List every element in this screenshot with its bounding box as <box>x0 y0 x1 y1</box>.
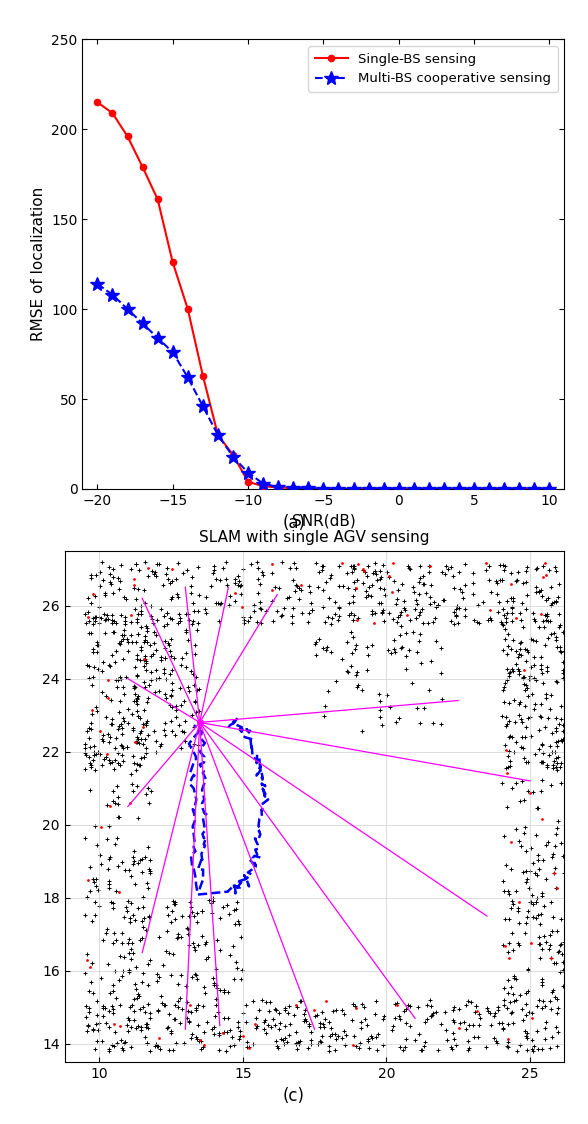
Single-BS sensing <box>184 302 191 316</box>
Single-BS sensing <box>501 482 508 496</box>
Multi-BS cooperative sensing <box>350 482 357 496</box>
Multi-BS cooperative sensing <box>320 482 327 496</box>
Single-BS sensing <box>259 480 266 493</box>
Multi-BS cooperative sensing <box>229 450 236 463</box>
Single-BS sensing <box>440 482 447 496</box>
X-axis label: SNR(dB): SNR(dB) <box>292 514 355 528</box>
Multi-BS cooperative sensing <box>94 278 101 291</box>
Single-BS sensing <box>365 482 372 496</box>
Multi-BS cooperative sensing <box>154 332 161 345</box>
Single-BS sensing <box>516 482 523 496</box>
Multi-BS cooperative sensing <box>516 482 523 496</box>
Single-BS sensing <box>380 482 387 496</box>
Multi-BS cooperative sensing <box>380 482 387 496</box>
Line: Single-BS sensing: Single-BS sensing <box>94 99 553 492</box>
Single-BS sensing <box>124 129 131 143</box>
Single-BS sensing <box>320 482 327 496</box>
Multi-BS cooperative sensing <box>546 482 553 496</box>
Y-axis label: RMSE of localization: RMSE of localization <box>31 187 45 342</box>
Multi-BS cooperative sensing <box>531 482 538 496</box>
Single-BS sensing <box>139 161 146 174</box>
Multi-BS cooperative sensing <box>275 480 282 493</box>
Single-BS sensing <box>335 482 342 496</box>
Single-BS sensing <box>275 481 282 495</box>
Multi-BS cooperative sensing <box>184 371 191 384</box>
Single-BS sensing <box>154 192 161 206</box>
Single-BS sensing <box>470 482 477 496</box>
Multi-BS cooperative sensing <box>410 482 417 496</box>
Single-BS sensing <box>425 482 432 496</box>
Single-BS sensing <box>109 107 116 120</box>
Multi-BS cooperative sensing <box>335 482 342 496</box>
Single-BS sensing <box>199 369 206 382</box>
Multi-BS cooperative sensing <box>365 482 372 496</box>
Multi-BS cooperative sensing <box>259 477 266 490</box>
Multi-BS cooperative sensing <box>470 482 477 496</box>
Multi-BS cooperative sensing <box>124 302 131 316</box>
Single-BS sensing <box>486 482 493 496</box>
Multi-BS cooperative sensing <box>501 482 508 496</box>
Text: (a): (a) <box>282 514 306 532</box>
Title: SLAM with single AGV sensing: SLAM with single AGV sensing <box>199 531 430 545</box>
Single-BS sensing <box>410 482 417 496</box>
Multi-BS cooperative sensing <box>440 482 447 496</box>
Multi-BS cooperative sensing <box>456 482 463 496</box>
Single-BS sensing <box>350 482 357 496</box>
Single-BS sensing <box>546 482 553 496</box>
Legend: Single-BS sensing, Multi-BS cooperative sensing: Single-BS sensing, Multi-BS cooperative … <box>308 46 558 92</box>
Multi-BS cooperative sensing <box>199 399 206 413</box>
Multi-BS cooperative sensing <box>215 428 222 442</box>
Multi-BS cooperative sensing <box>425 482 432 496</box>
Single-BS sensing <box>94 96 101 109</box>
Single-BS sensing <box>169 255 176 269</box>
Multi-BS cooperative sensing <box>139 317 146 330</box>
Multi-BS cooperative sensing <box>290 481 297 495</box>
Single-BS sensing <box>215 428 222 442</box>
Single-BS sensing <box>305 482 312 496</box>
Single-BS sensing <box>531 482 538 496</box>
Multi-BS cooperative sensing <box>395 482 402 496</box>
Single-BS sensing <box>229 448 236 462</box>
Line: Multi-BS cooperative sensing: Multi-BS cooperative sensing <box>91 277 556 496</box>
Single-BS sensing <box>456 482 463 496</box>
Single-BS sensing <box>395 482 402 496</box>
Text: (c): (c) <box>283 1087 305 1105</box>
Single-BS sensing <box>245 475 252 489</box>
Multi-BS cooperative sensing <box>245 466 252 480</box>
Multi-BS cooperative sensing <box>169 345 176 359</box>
Multi-BS cooperative sensing <box>305 482 312 496</box>
Single-BS sensing <box>290 481 297 495</box>
Multi-BS cooperative sensing <box>486 482 493 496</box>
Multi-BS cooperative sensing <box>109 288 116 301</box>
